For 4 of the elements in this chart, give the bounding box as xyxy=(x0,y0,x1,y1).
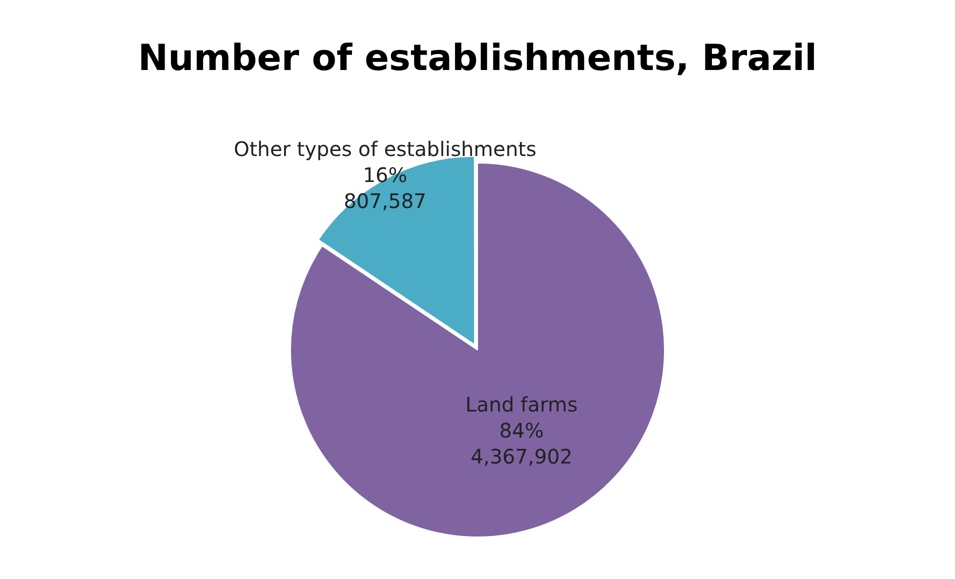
slice-label: Other types of establishments xyxy=(234,136,536,161)
slice-label: Land farms xyxy=(465,392,578,417)
data-label: 84% 4,367,902 xyxy=(470,418,572,469)
chart-title: Number of establishments, Brazil xyxy=(136,38,818,79)
